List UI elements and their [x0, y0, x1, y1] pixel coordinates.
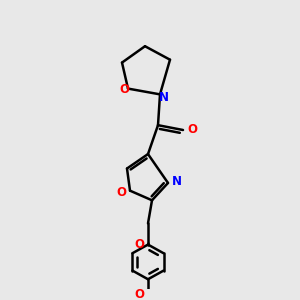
Text: O: O [134, 288, 144, 300]
Text: O: O [187, 124, 197, 136]
Text: N: N [159, 91, 169, 104]
Text: O: O [134, 238, 144, 251]
Text: O: O [116, 186, 126, 199]
Text: O: O [119, 83, 129, 96]
Text: N: N [172, 175, 182, 188]
